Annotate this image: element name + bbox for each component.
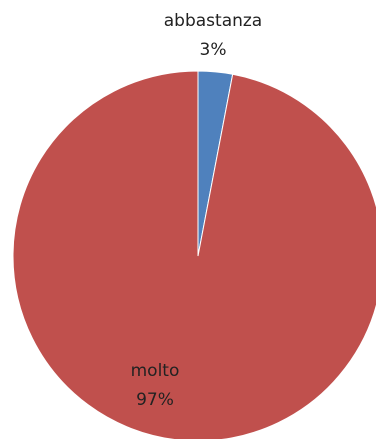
slice-value-abbastanza: 3%	[200, 40, 227, 60]
pie-labels: abbastanza 3% molto 97%	[131, 11, 263, 410]
slice-value-molto: 97%	[136, 390, 174, 410]
slice-label-abbastanza: abbastanza	[164, 11, 262, 31]
pie-slices	[12, 70, 376, 439]
slice-label-molto: molto	[131, 361, 180, 381]
pie-slice-molto	[12, 70, 376, 439]
